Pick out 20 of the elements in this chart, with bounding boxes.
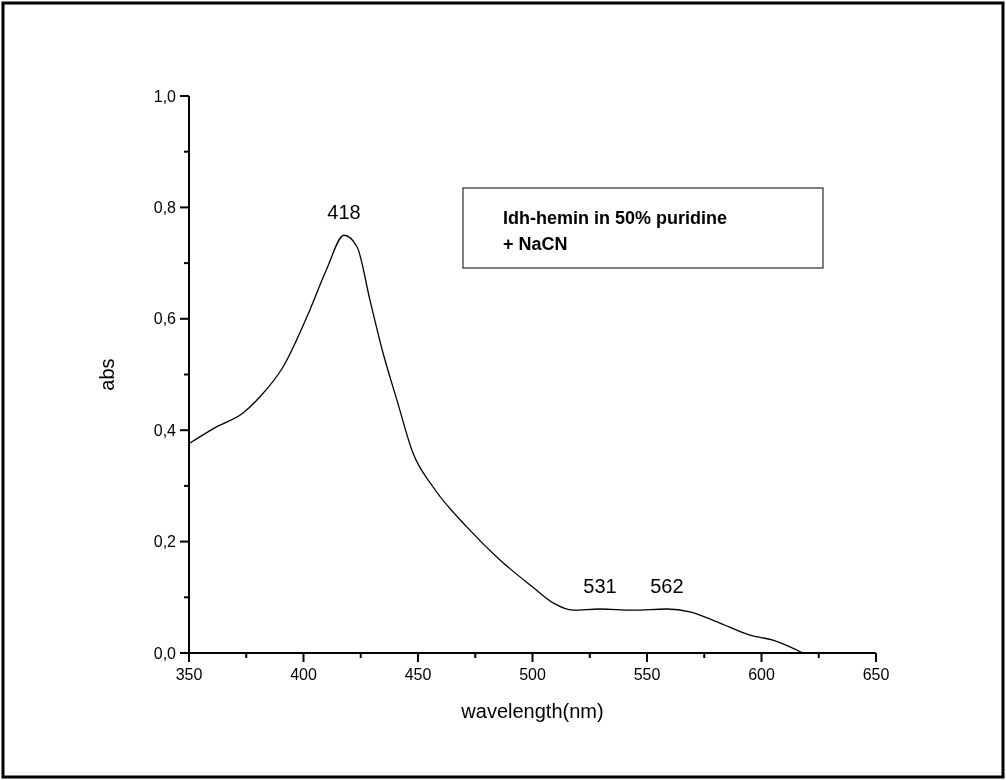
x-tick-label: 550 (633, 666, 661, 683)
x-tick-label: 600 (748, 666, 775, 683)
y-tick-label: 0,6 (153, 310, 177, 328)
y-tick-label: 0,0 (153, 644, 177, 662)
x-tick-label: 500 (519, 666, 546, 683)
annotation: 418 (327, 201, 361, 224)
x-tick-label: 450 (404, 666, 432, 683)
x-axis-title: wavelength(nm) (460, 700, 604, 722)
text-box: Idh-hemin in 50% puridine + NaCN (462, 187, 824, 269)
annotation: 531 (583, 575, 617, 597)
x-tick-label: 650 (862, 666, 890, 683)
annotation: 562 (650, 575, 684, 597)
y-tick-label: 0,4 (153, 421, 177, 439)
y-tick-label: 1,0 (153, 87, 177, 105)
x-tick-label: 400 (290, 666, 317, 683)
y-tick-label: 0,8 (153, 199, 177, 216)
annotation: Idh-hemin in 50% puridine + NaCN (503, 208, 728, 254)
x-tick-label: 350 (175, 666, 203, 683)
y-tick-label: 0,2 (153, 533, 177, 551)
y-axis-title: abs (96, 358, 118, 391)
